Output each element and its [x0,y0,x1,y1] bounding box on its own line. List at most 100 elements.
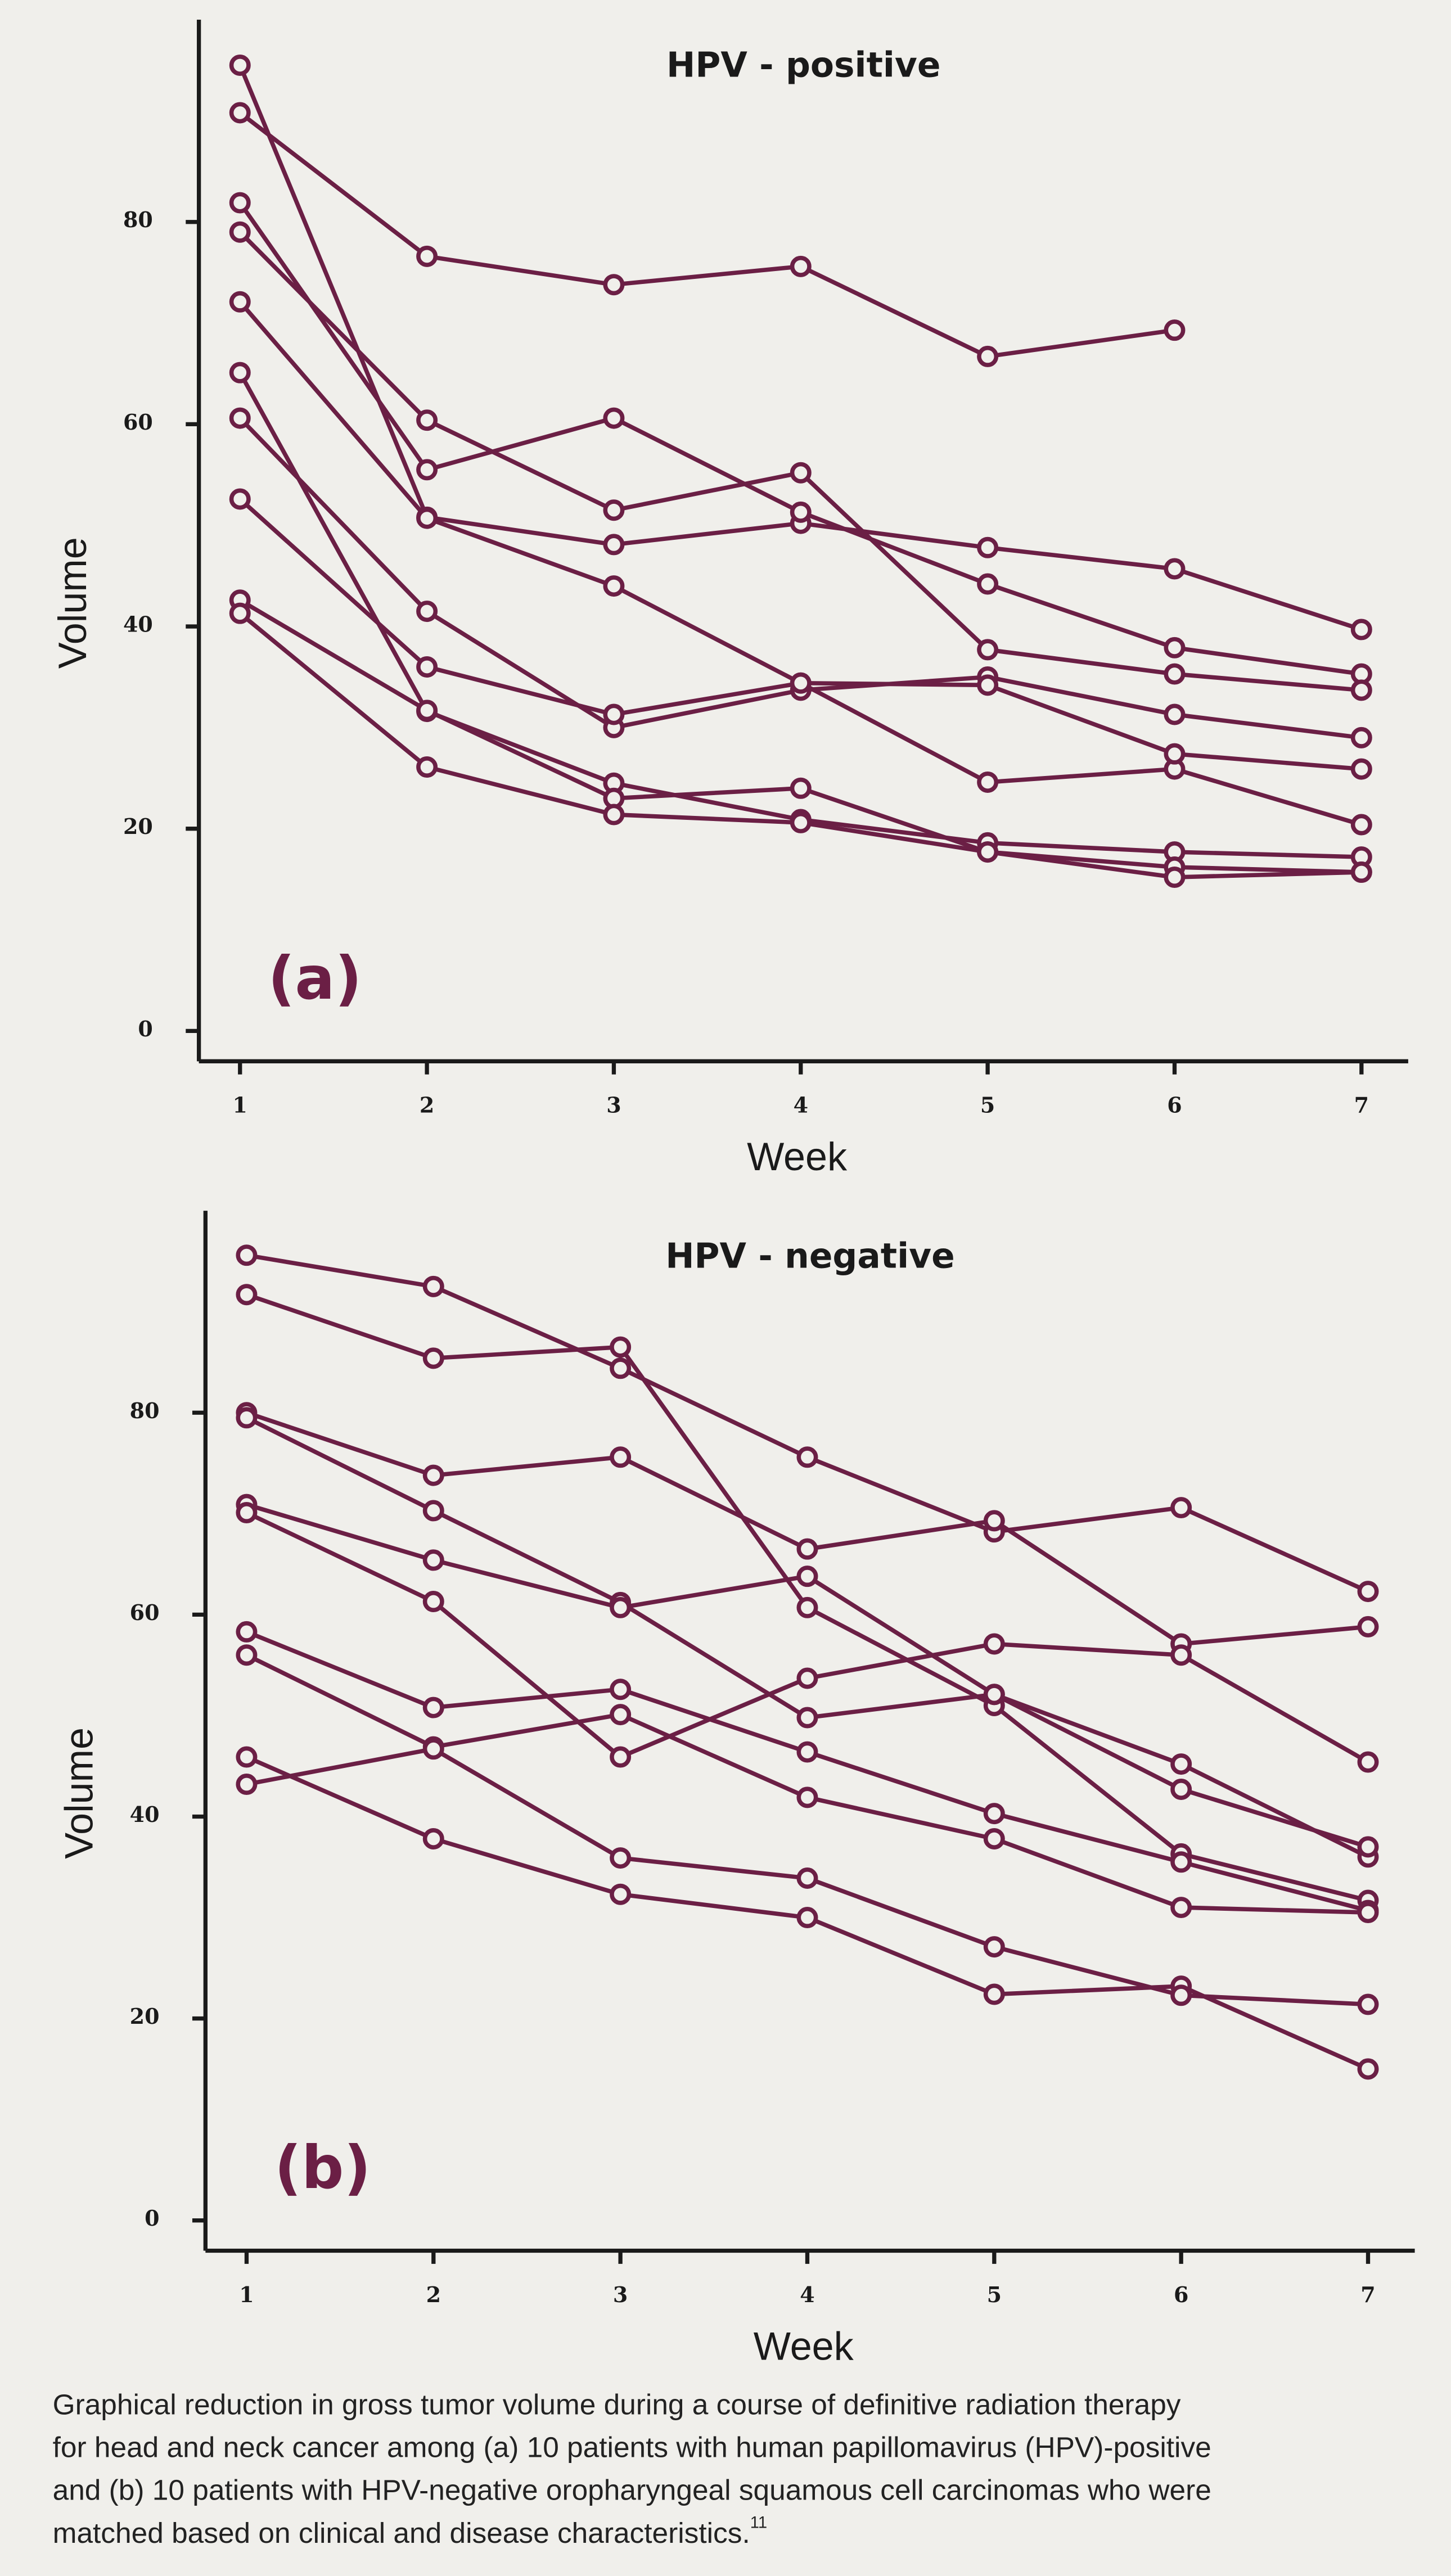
data-point [1357,1993,1379,2015]
data-point [422,1697,444,1718]
data-point [977,841,999,863]
x-tick-label: 7 [1360,2282,1375,2307]
data-point [422,1275,444,1297]
data-point [229,488,251,510]
x-tick-label: 4 [794,1093,808,1118]
data-point [1350,727,1372,748]
panel-label: (a) [268,944,362,1013]
series-line [238,300,1362,827]
data-point [983,1633,1005,1655]
chart-title: HPV - positive [666,45,941,85]
data-point [610,1883,632,1905]
y-tick-label: 0 [145,2205,159,2231]
data-point [229,102,251,124]
x-tick-label: 5 [987,2282,1002,2307]
data-point [416,409,438,431]
data-point [1357,2058,1379,2080]
y-tick-label: 40 [130,1802,160,1827]
data-point [236,1746,258,1768]
caption-line: matched based on clinical and disease ch… [53,2514,767,2548]
data-point [229,221,251,243]
x-tick-label: 6 [1174,2282,1188,2307]
x-tick-label: 3 [606,1093,621,1118]
data-point [229,54,251,76]
data-point [236,1244,258,1266]
data-point [229,192,251,214]
data-point [1170,1644,1192,1666]
y-tick-label: 80 [130,1398,160,1423]
data-point [229,362,251,384]
data-point [1164,319,1186,341]
data-point [603,407,625,429]
data-point [796,1741,818,1763]
y-axis-label: Volume [57,1727,101,1859]
data-point [977,639,999,661]
data-point [1350,679,1372,701]
data-point [236,1502,258,1524]
data-point [610,1336,632,1358]
data-point [1357,1902,1379,1924]
data-point [1170,1779,1192,1800]
data-point [1170,1753,1192,1775]
panel-label: (b) [274,2133,371,2202]
series-line [238,111,1175,359]
data-point [1164,663,1186,685]
chart-title: HPV - negative [665,1237,954,1276]
data-point [1170,1984,1192,2006]
y-tick-label: 20 [123,814,153,839]
data-point [1350,814,1372,836]
data-point [1164,867,1186,888]
data-point [977,771,999,793]
data-point [416,507,438,529]
data-point [603,575,625,597]
data-point [603,534,625,556]
data-point [416,245,438,267]
data-point [229,602,251,624]
data-point [796,1907,818,1929]
data-point [796,1566,818,1587]
data-point [983,1828,1005,1849]
data-point [983,1803,1005,1825]
data-point [796,1867,818,1889]
y-tick-label: 80 [123,207,153,232]
data-point [1357,1616,1379,1637]
data-point [1170,1897,1192,1919]
x-axis-label: Week [754,2324,854,2368]
data-point [229,291,251,313]
caption-reference: 11 [750,2514,767,2532]
data-point [790,462,812,484]
data-point [796,1786,818,1808]
x-tick-label: 3 [613,2282,628,2307]
caption-line: for head and neck cancer among (a) 10 pa… [53,2431,1211,2464]
data-point [416,656,438,678]
data-point [1164,558,1186,580]
data-point [790,255,812,277]
caption-line: and (b) 10 patients with HPV-negative or… [53,2474,1211,2506]
data-point [416,700,438,721]
data-point [796,1707,818,1729]
x-tick-label: 5 [980,1093,995,1118]
data-point [229,407,251,429]
data-point [416,459,438,481]
data-point [416,756,438,778]
data-point [610,1679,632,1700]
data-point [790,672,812,694]
data-point [796,1667,818,1689]
data-point [610,1704,632,1726]
y-tick-label: 60 [123,409,153,435]
data-point [422,1464,444,1486]
y-tick-label: 40 [123,612,153,637]
data-point [1164,703,1186,725]
data-point [610,1357,632,1379]
y-axis-label: Volume [51,537,94,669]
data-point [790,501,812,523]
data-point [236,1774,258,1795]
data-point [1164,743,1186,765]
series-line [238,231,1362,693]
data-point [796,1446,818,1468]
x-tick-label: 1 [239,2282,254,2307]
x-axis-label: Week [747,1135,848,1179]
data-point [796,1538,818,1560]
y-tick-label: 0 [138,1016,152,1041]
